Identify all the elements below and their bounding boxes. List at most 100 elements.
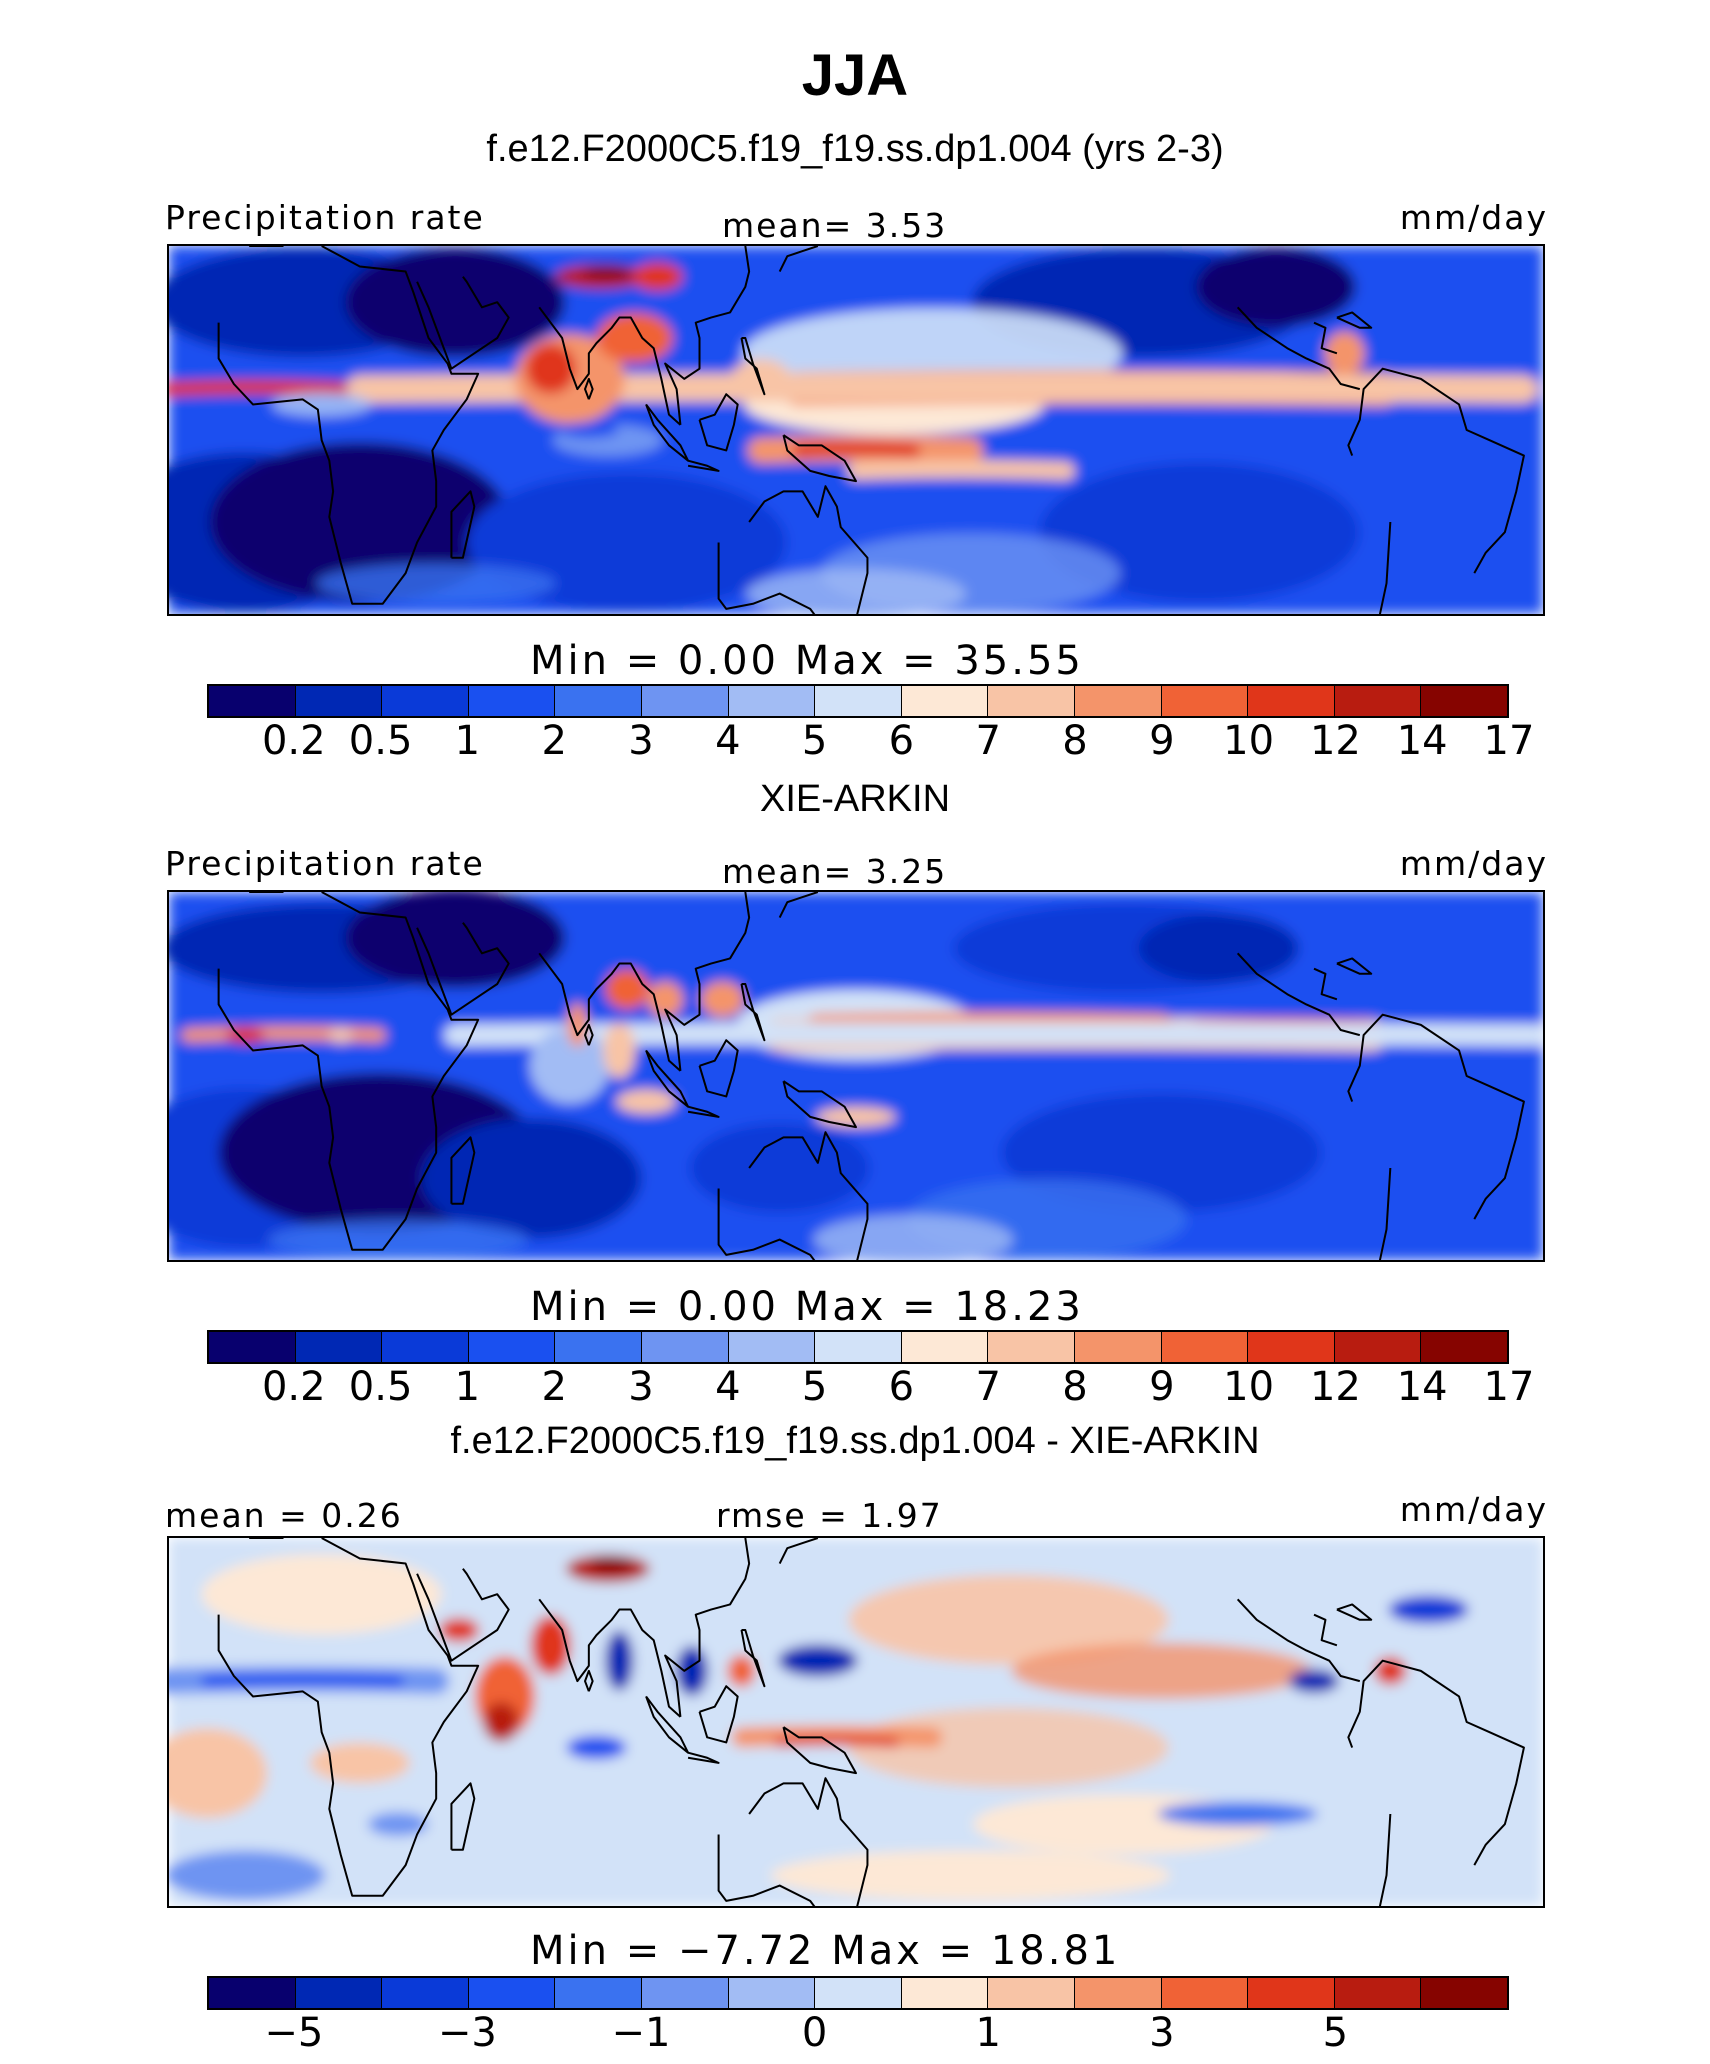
panel2-variable-label: Precipitation rate (165, 844, 485, 883)
colorbar-swatch (988, 1978, 1075, 2008)
colorbar-tick-label: −5 (264, 2010, 324, 2056)
colorbar-swatch (988, 686, 1075, 716)
colorbar-swatch (1421, 686, 1507, 716)
colorbar-tick-label: 5 (1322, 2010, 1349, 2056)
colorbar-tick-label: 6 (888, 718, 915, 764)
panel2-subtitle: XIE-ARKIN (759, 778, 951, 820)
panel1-minmax: Min = 0.00 Max = 35.55 (530, 638, 1084, 684)
colorbar-tick-label: 10 (1223, 718, 1275, 764)
colorbar-swatch (901, 1332, 989, 1362)
colorbar-tick-label: 3 (1149, 2010, 1175, 2056)
colorbar-tick-label: 8 (1062, 1364, 1088, 1410)
colorbar-swatch (555, 686, 642, 716)
panel3-subtitle: f.e12.F2000C5.f19_f19.ss.dp1.004 - XIE-A… (450, 1420, 1260, 1462)
panel2-colorbar (207, 1330, 1509, 1364)
panel3-mean-label: mean = 0.26 (165, 1496, 403, 1535)
colorbar-swatch (641, 1332, 729, 1362)
colorbar-tick-label: 1 (454, 1364, 481, 1410)
colorbar-swatch (1161, 1332, 1249, 1362)
colorbar-swatch (468, 1978, 556, 2008)
colorbar-swatch (1421, 1332, 1507, 1362)
colorbar-swatch (815, 1332, 902, 1362)
colorbar-swatch (468, 686, 556, 716)
panel1-mean-label: mean= 3.53 (722, 206, 948, 245)
colorbar-swatch (295, 1978, 383, 2008)
colorbar-swatch (209, 1978, 296, 2008)
colorbar-swatch (728, 1978, 816, 2008)
colorbar-tick-label: 7 (975, 1364, 1001, 1410)
colorbar-tick-label: 3 (628, 718, 654, 764)
colorbar-tick-label: 4 (715, 1364, 741, 1410)
colorbar-swatch (1074, 686, 1162, 716)
colorbar-swatch (295, 686, 383, 716)
colorbar-tick-label: 10 (1223, 1364, 1275, 1410)
colorbar-tick-label: 5 (801, 718, 828, 764)
colorbar-tick-label: 17 (1483, 1364, 1535, 1410)
panel3-units-label: mm/day (1399, 1490, 1548, 1529)
colorbar-tick-label: 6 (888, 1364, 915, 1410)
colorbar-swatch (1248, 1978, 1335, 2008)
colorbar-tick-label: 4 (715, 718, 741, 764)
panel1-units-label: mm/day (1399, 198, 1548, 237)
colorbar-tick-label: 3 (628, 1364, 654, 1410)
colorbar-swatch (1161, 1978, 1249, 2008)
colorbar-swatch (1248, 686, 1335, 716)
colorbar-tick-label: 9 (1149, 1364, 1175, 1410)
colorbar-tick-label: 0.5 (348, 718, 413, 764)
panel1-variable-label: Precipitation rate (165, 198, 485, 237)
colorbar-swatch (209, 1332, 296, 1362)
panel2-minmax: Min = 0.00 Max = 18.23 (530, 1284, 1084, 1330)
colorbar-tick-label: −3 (437, 2010, 497, 2056)
colorbar-tick-label: 14 (1396, 718, 1448, 764)
panel1-precip-map (167, 244, 1545, 616)
colorbar-tick-label: 1 (975, 2010, 1001, 2056)
colorbar-tick-label: 7 (975, 718, 1001, 764)
colorbar-tick-label: 9 (1149, 718, 1175, 764)
panel2-units-label: mm/day (1399, 844, 1548, 883)
colorbar-swatch (555, 1978, 642, 2008)
colorbar-swatch (901, 1978, 989, 2008)
colorbar-tick-label: 0.2 (261, 718, 326, 764)
colorbar-swatch (1421, 1978, 1507, 2008)
colorbar-swatch (1334, 1978, 1422, 2008)
colorbar-swatch (382, 1332, 469, 1362)
panel3-minmax: Min = −7.72 Max = 18.81 (530, 1928, 1121, 1974)
colorbar-swatch (728, 686, 816, 716)
colorbar-tick-label: 0.2 (261, 1364, 326, 1410)
colorbar-swatch (815, 1978, 902, 2008)
colorbar-swatch (641, 1978, 729, 2008)
colorbar-tick-label: 2 (541, 1364, 567, 1410)
colorbar-swatch (641, 686, 729, 716)
colorbar-swatch (468, 1332, 556, 1362)
colorbar-swatch (295, 1332, 383, 1362)
panel2-mean-label: mean= 3.25 (722, 852, 948, 891)
figure-title: JJA (801, 43, 909, 108)
colorbar-tick-label: 0.5 (348, 1364, 413, 1410)
colorbar-swatch (382, 1978, 469, 2008)
colorbar-swatch (1074, 1332, 1162, 1362)
colorbar-tick-label: 5 (801, 1364, 828, 1410)
colorbar-swatch (1248, 1332, 1335, 1362)
colorbar-swatch (1161, 686, 1249, 716)
colorbar-tick-label: 17 (1483, 718, 1535, 764)
colorbar-swatch (815, 686, 902, 716)
colorbar-swatch (728, 1332, 816, 1362)
colorbar-tick-label: 12 (1309, 1364, 1361, 1410)
colorbar-tick-label: 2 (541, 718, 567, 764)
panel3-colorbar (207, 1976, 1509, 2010)
colorbar-swatch (1074, 1978, 1162, 2008)
panel1-colorbar (207, 684, 1509, 718)
colorbar-swatch (1334, 1332, 1422, 1362)
panel2-precip-map (167, 890, 1545, 1262)
panel3-rmse-label: rmse = 1.97 (716, 1496, 943, 1535)
colorbar-tick-label: 12 (1309, 718, 1361, 764)
colorbar-tick-label: 14 (1396, 1364, 1448, 1410)
panel1-subtitle: f.e12.F2000C5.f19_f19.ss.dp1.004 (yrs 2-… (486, 128, 1224, 170)
colorbar-swatch (555, 1332, 642, 1362)
colorbar-swatch (209, 686, 296, 716)
panel3-difference-map (167, 1536, 1545, 1908)
colorbar-swatch (382, 686, 469, 716)
colorbar-tick-label: −1 (611, 2010, 671, 2056)
colorbar-swatch (901, 686, 989, 716)
colorbar-swatch (1334, 686, 1422, 716)
